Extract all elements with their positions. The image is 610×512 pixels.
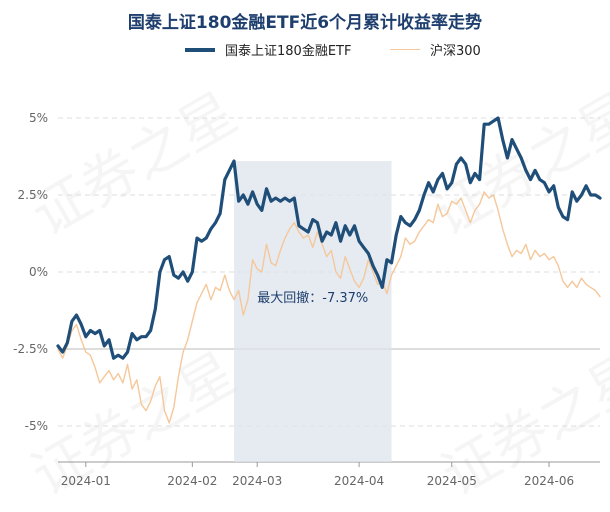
series-line-index [57,191,601,424]
y-tick-label: 0% [29,265,48,279]
drawdown-label: 最大回撤：-7.37% [257,290,368,306]
legend: 国泰上证180金融ETF 沪深300 [0,40,610,60]
annotations: 最大回撤：-7.37% [257,290,368,306]
x-axis-ticks: 2024-01 2024-02 2024-03 2024-04 2024-05 2024-… [61,462,574,488]
x-tick-label: 2024-02 [167,474,217,488]
legend-label-etf: 国泰上证180金融ETF [225,44,352,59]
legend-item-index[interactable]: 沪深300 [390,40,481,59]
y-tick-label: 5% [29,111,48,125]
legend-swatch-etf [185,47,215,52]
series-line-etf [56,116,602,360]
x-tick-label: 2024-05 [427,474,477,488]
legend-item-etf[interactable]: 国泰上证180金融ETF [185,40,351,59]
x-tick-label: 2024-03 [232,474,282,488]
legend-swatch-index [390,49,420,50]
x-tick-label: 2024-04 [334,474,384,488]
y-tick-label: -5% [25,419,48,433]
y-tick-label: 2.5% [18,188,49,202]
drawdown-region [234,161,392,462]
drawdown-shade [234,161,392,462]
legend-label-index: 沪深300 [430,44,481,59]
line-chart: 5%2.5%0%-2.5%-5% 2024-01 2024-02 2024-03 20… [13,111,602,488]
y-tick-label: -2.5% [13,342,48,356]
chart-title: 国泰上证180金融ETF近6个月累计收益率走势 [127,13,483,33]
series-lines [56,116,602,424]
x-tick-label: 2024-01 [61,474,111,488]
x-tick-label: 2024-06 [524,474,574,488]
y-axis-ticks: 5% 2.5% 0% -2.5% -5% [13,111,48,433]
